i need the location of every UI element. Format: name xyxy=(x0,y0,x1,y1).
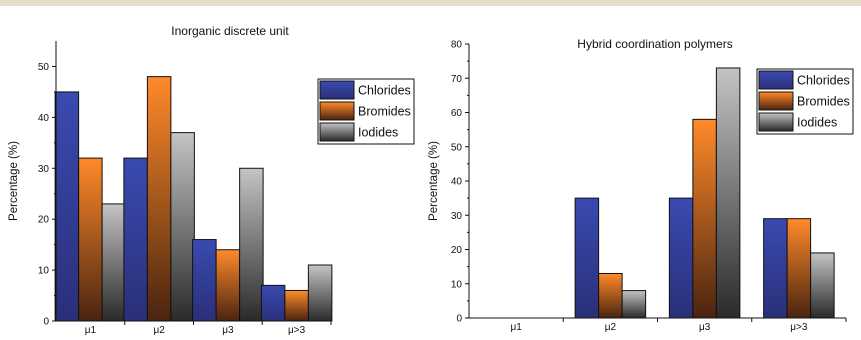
bar-iodides-1 xyxy=(101,203,127,322)
y-tick-label: 20 xyxy=(451,245,463,256)
y-tick-label: 40 xyxy=(38,113,50,124)
y-tick-label: 80 xyxy=(451,40,463,51)
bar-chlorides-4 xyxy=(763,218,788,319)
bar-chlorides-3 xyxy=(192,239,217,322)
x-tick-label: μ1 xyxy=(85,325,97,336)
x-tick-label: μ2 xyxy=(605,322,617,333)
x-tick-label: μ>3 xyxy=(790,322,808,333)
y-tick-label: 50 xyxy=(38,62,50,73)
y-axis-label: Percentage (%) xyxy=(428,141,440,221)
y-tick-label: 0 xyxy=(43,317,49,328)
x-tick-label: μ1 xyxy=(510,322,522,333)
x-tick-label: μ>3 xyxy=(288,325,306,336)
legend: Chlorides Bromides Iodides xyxy=(317,78,415,145)
bar-iodides-2 xyxy=(621,290,647,319)
y-tick-label: 10 xyxy=(38,266,50,277)
bar-iodides-2 xyxy=(170,132,195,322)
legend-label-iodides: Iodides xyxy=(797,116,837,130)
bar-chlorides-4 xyxy=(260,284,286,322)
legend-swatch-chlorides xyxy=(758,70,794,90)
bar-chlorides-1 xyxy=(54,91,80,322)
x-tick-label: μ3 xyxy=(222,325,234,336)
chart-2: Hybrid coordination polymers Percentage (… xyxy=(428,37,854,333)
chart-title: Inorganic discrete unit xyxy=(171,24,289,38)
y-tick-label: 30 xyxy=(451,211,463,222)
bar-iodides-4 xyxy=(810,252,835,319)
x-tick-label: μ2 xyxy=(153,325,165,336)
y-tick-label: 10 xyxy=(451,279,463,290)
y-tick-label: 30 xyxy=(38,164,50,175)
bar-bromides-2 xyxy=(146,76,172,322)
legend-label-iodides: Iodides xyxy=(358,126,398,140)
bar-iodides-3 xyxy=(715,67,741,319)
y-tick-label: 50 xyxy=(451,142,463,153)
y-tick-label: 0 xyxy=(456,314,462,325)
bar-iodides-3 xyxy=(239,167,264,322)
y-tick-label: 20 xyxy=(38,215,50,226)
legend-label-chlorides: Chlorides xyxy=(797,74,850,88)
bar-chlorides-3 xyxy=(668,197,694,319)
y-tick-label: 40 xyxy=(451,177,463,188)
legend-swatch-iodides xyxy=(319,122,355,142)
x-tick-label: μ3 xyxy=(699,322,711,333)
bar-chlorides-2 xyxy=(123,157,148,322)
top-rule xyxy=(0,0,861,6)
bar-bromides-2 xyxy=(598,272,623,319)
bar-bromides-1 xyxy=(78,157,103,322)
legend-swatch-iodides xyxy=(758,112,794,132)
legend-label-bromides: Bromides xyxy=(358,105,411,119)
legend-swatch-bromides xyxy=(319,101,355,121)
bar-bromides-3 xyxy=(692,118,717,319)
chart-title: Hybrid coordination polymers xyxy=(577,37,732,51)
legend-label-chlorides: Chlorides xyxy=(358,84,411,98)
bar-bromides-3 xyxy=(215,249,241,322)
legend-label-bromides: Bromides xyxy=(797,95,850,109)
bar-bromides-4 xyxy=(786,218,812,319)
y-axis-label: Percentage (%) xyxy=(8,141,20,221)
legend: Chlorides Bromides Iodides xyxy=(756,68,854,135)
y-tick-label: 70 xyxy=(451,74,463,85)
bar-bromides-4 xyxy=(284,289,309,322)
bar-chlorides-2 xyxy=(574,197,600,319)
y-tick-label: 60 xyxy=(451,108,463,119)
legend-swatch-chlorides xyxy=(319,80,355,100)
bar-iodides-4 xyxy=(307,264,333,322)
legend-swatch-bromides xyxy=(758,91,794,111)
chart-1: Inorganic discrete unit Percentage (%) μ1 μ… xyxy=(8,24,415,336)
